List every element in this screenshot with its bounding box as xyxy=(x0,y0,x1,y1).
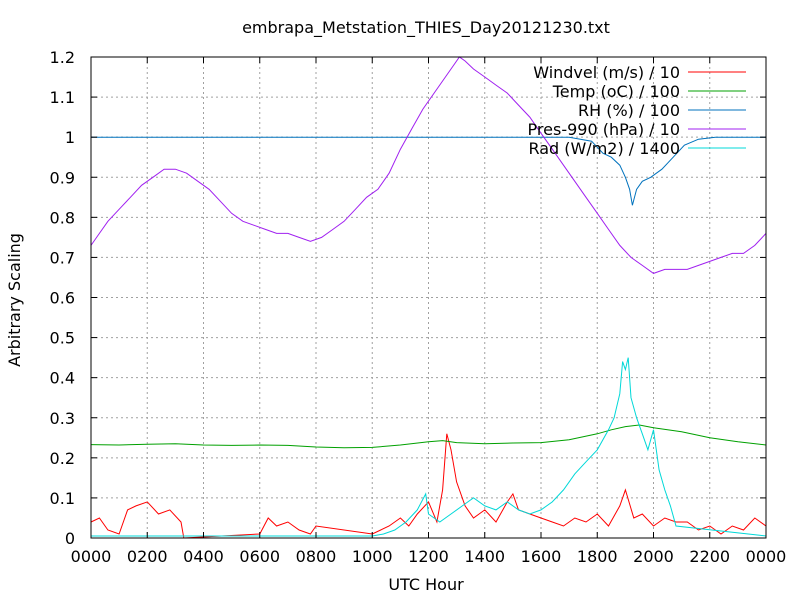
y-tick-label: 1.2 xyxy=(50,48,75,67)
x-tick-label: 1600 xyxy=(521,547,562,566)
chart-title: embrapa_Metstation_THIES_Day20121230.txt xyxy=(242,18,610,38)
x-tick-label: 1400 xyxy=(464,547,505,566)
legend-label: Rad (W/m2) / 1400 xyxy=(528,139,680,158)
legend-label: RH (%) / 100 xyxy=(578,101,680,120)
y-tick-label: 0.7 xyxy=(50,248,75,267)
y-tick-label: 0 xyxy=(65,529,75,548)
y-tick-label: 1 xyxy=(65,128,75,147)
y-tick-label: 0.4 xyxy=(50,369,75,388)
series-line-4 xyxy=(90,56,767,274)
x-tick-label: 0200 xyxy=(127,547,168,566)
series-line-1 xyxy=(90,433,767,539)
x-tick-label: 1800 xyxy=(577,547,618,566)
legend-label: Temp (oC) / 100 xyxy=(552,82,680,101)
x-tick-label: 0800 xyxy=(296,547,337,566)
series-layer xyxy=(90,56,767,539)
x-tick-label: 0000 xyxy=(746,547,787,566)
x-tick-label: 0600 xyxy=(239,547,280,566)
series-line-3 xyxy=(91,136,766,206)
y-tick-label: 0.8 xyxy=(50,208,75,227)
x-tick-label: 1200 xyxy=(408,547,449,566)
y-tick-label: 0.5 xyxy=(50,329,75,348)
series-line-5 xyxy=(91,357,767,537)
legend-label: Pres-990 (hPa) / 10 xyxy=(528,120,680,139)
y-axis-label: Arbitrary Scaling xyxy=(5,233,24,367)
ticks: 0 0.1 0.2 0.3 0.4 0.5 0.6 0.7 0.8 0.9 1 1.1 1.2 0000 0… xyxy=(50,48,787,566)
series-line-2 xyxy=(90,424,767,449)
y-tick-label: 0.3 xyxy=(50,409,75,428)
x-axis-label: UTC Hour xyxy=(388,575,464,594)
y-tick-label: 1.1 xyxy=(50,88,75,107)
y-tick-label: 0.6 xyxy=(50,289,75,308)
y-tick-label: 0.1 xyxy=(50,489,75,508)
x-tick-label: 0400 xyxy=(183,547,224,566)
x-tick-label: 2200 xyxy=(689,547,730,566)
x-tick-label: 2000 xyxy=(633,547,674,566)
y-tick-label: 0.9 xyxy=(50,168,75,187)
y-tick-label: 0.2 xyxy=(50,449,75,468)
x-tick-label: 0000 xyxy=(71,547,112,566)
x-tick-label: 1000 xyxy=(352,547,393,566)
legend-label: Windvel (m/s) / 10 xyxy=(533,63,680,82)
